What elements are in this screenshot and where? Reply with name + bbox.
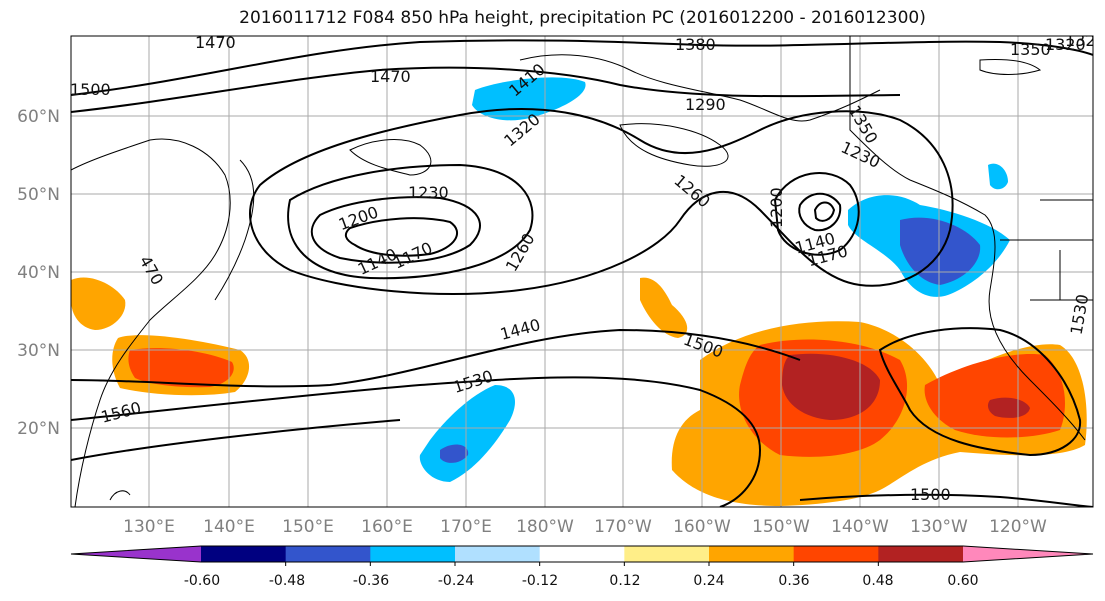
colorbar-extend-min <box>71 546 201 562</box>
colorbar-swatch <box>201 546 287 562</box>
lon-label-140w: 140°W <box>831 517 889 537</box>
latitude-axis: 60°N 50°N 40°N 30°N 20°N <box>17 107 60 439</box>
precip-area-darkred-far-east <box>987 397 1030 418</box>
precip-area-orange-170w <box>640 277 688 338</box>
lat-label-30n: 30°N <box>17 341 60 361</box>
map-frame <box>70 35 1094 508</box>
precip-area-darkred-east <box>782 353 880 420</box>
colorbar-swatch <box>539 546 625 562</box>
contour-label: 1470 <box>370 67 411 86</box>
colorbar-tick-label: -0.36 <box>353 573 389 589</box>
colorbar-extend-max <box>963 546 1093 562</box>
colorbar-swatch <box>878 546 964 562</box>
lat-label-40n: 40°N <box>17 263 60 283</box>
lat-label-20n: 20°N <box>17 419 60 439</box>
precip-area-red-far-east <box>924 354 1065 438</box>
colorbar-tick-label: 0.24 <box>693 573 724 589</box>
lon-label-170w: 170°W <box>594 517 652 537</box>
lon-label-130w: 130°W <box>910 517 968 537</box>
precip-area-blue-coast <box>988 163 1008 190</box>
contour-label: 1500 <box>910 485 951 504</box>
colorbar-swatch <box>455 546 541 562</box>
colorbar-tick-label: 0.12 <box>609 573 640 589</box>
lat-label-50n: 50°N <box>17 185 60 205</box>
lon-label-170e: 170°E <box>440 517 492 537</box>
colorbar-tick-label: -0.48 <box>269 573 305 589</box>
colorbar-swatch <box>370 546 456 562</box>
graticule <box>71 36 1093 507</box>
colorbar-swatch <box>793 546 879 562</box>
colorbar-tick-label: 0.48 <box>862 573 893 589</box>
colorbar <box>70 545 1094 566</box>
contour-label: 1380 <box>675 35 716 54</box>
colorbar-swatch <box>285 546 371 562</box>
contour-label: 1350 <box>1010 40 1051 59</box>
contour-label: 1470 <box>195 33 236 52</box>
contour-label: 1230 <box>408 183 449 202</box>
precip-area-medblue-170e <box>440 444 469 463</box>
lon-label-150e: 150°E <box>282 517 334 537</box>
colorbar-swatch <box>624 546 710 562</box>
precip-area-red <box>128 348 234 388</box>
contour-label: 1290 <box>685 95 726 114</box>
lon-label-120w: 120°W <box>989 517 1047 537</box>
colorbar-tick-label: -0.12 <box>522 573 558 589</box>
colorbar-tick-label: -0.60 <box>184 573 220 589</box>
height-contours <box>71 39 1093 507</box>
lon-label-130e: 130°E <box>123 517 175 537</box>
lon-label-160e: 160°E <box>361 517 413 537</box>
colorbar-swatch <box>709 546 795 562</box>
lon-label-180w: 180°W <box>516 517 574 537</box>
contour-label: 1500 <box>70 80 111 99</box>
colorbar-ticks: -0.60 -0.48 -0.36 -0.24 -0.12 0.12 0.24 … <box>184 573 979 589</box>
lat-label-60n: 60°N <box>17 107 60 127</box>
contour-label: 1320 <box>1065 31 1105 50</box>
longitude-axis: 130°E 140°E 150°E 160°E 170°E 180°W 170°… <box>123 517 1047 537</box>
colorbar-outline <box>70 545 1094 563</box>
colorbar-tick-label: 0.36 <box>778 573 809 589</box>
contour-label: 1320 <box>1045 35 1086 54</box>
precip-area-orange-west <box>71 277 126 330</box>
lon-label-160w: 160°W <box>673 517 731 537</box>
map-title: 2016011712 F084 850 hPa height, precipit… <box>239 8 926 28</box>
colorbar-tick-label: -0.24 <box>438 573 474 589</box>
lon-label-150w: 150°W <box>752 517 810 537</box>
lon-label-140e: 140°E <box>203 517 255 537</box>
colorbar-tick-label: 0.60 <box>947 573 978 589</box>
contour-label: 1200 <box>767 187 786 228</box>
